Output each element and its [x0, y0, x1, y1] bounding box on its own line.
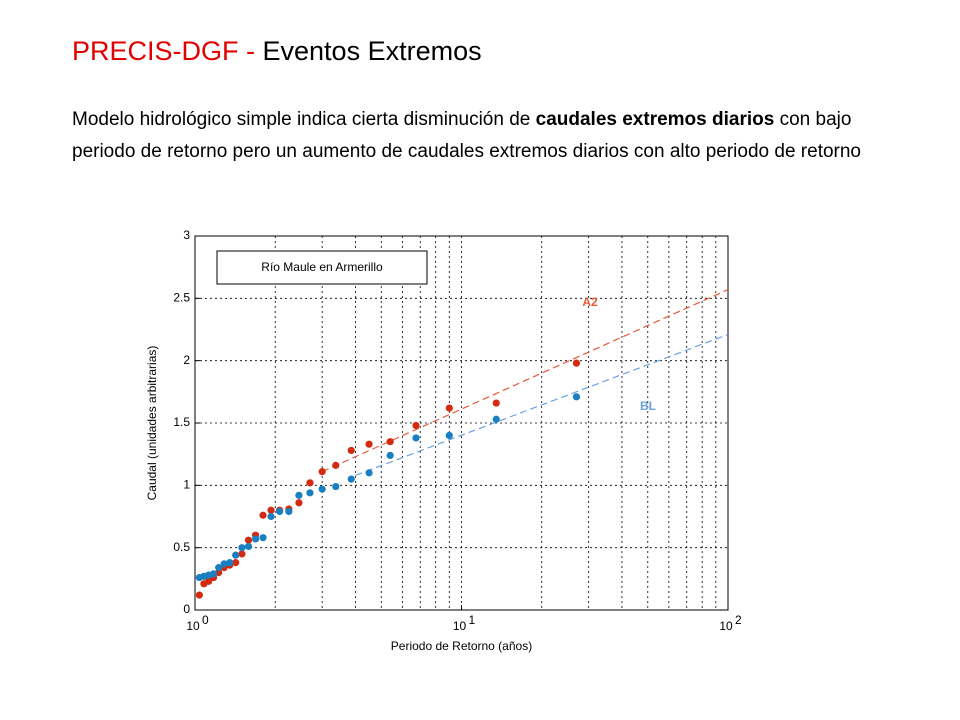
data-point — [445, 404, 453, 412]
data-point — [347, 475, 355, 483]
data-point — [332, 482, 340, 491]
data-point — [220, 560, 228, 568]
data-point — [306, 479, 314, 487]
fit-line — [321, 289, 729, 473]
data-point — [306, 489, 314, 497]
data-point — [238, 550, 246, 558]
slide-title: PRECIS-DGF - Eventos Extremos — [72, 36, 482, 67]
plot-frame — [194, 235, 729, 611]
x-tick-exponent: 2 — [735, 613, 742, 627]
series-label: A2 — [582, 295, 598, 309]
data-point — [244, 536, 253, 544]
title-part: Eventos Extremos — [262, 36, 482, 66]
data-point — [215, 564, 223, 572]
y-tick-label: 1.5 — [173, 415, 190, 429]
data-point — [318, 485, 326, 493]
x-tick-label: 10 — [719, 619, 733, 633]
body-text: caudales extremos diarios — [535, 109, 775, 130]
data-point — [267, 512, 275, 521]
data-point — [238, 544, 246, 552]
data-point — [295, 499, 303, 507]
data-point — [365, 440, 373, 448]
y-tick-label: 0.5 — [173, 540, 190, 554]
data-point — [332, 461, 340, 469]
series-label: BL — [640, 399, 656, 413]
data-point — [572, 359, 581, 367]
x-tick-label: 10 — [186, 619, 200, 633]
data-point — [386, 451, 394, 460]
data-point — [259, 534, 267, 542]
x-tick-exponent: 0 — [202, 613, 209, 627]
data-point — [445, 431, 453, 440]
y-tick-label: 3 — [183, 228, 190, 242]
data-point — [386, 438, 394, 446]
body-text: con bajo periodo de retorno pero un aume… — [72, 109, 862, 162]
data-point — [259, 511, 267, 519]
data-point — [412, 434, 420, 442]
data-point — [251, 535, 260, 543]
x-tick-exponent: 1 — [469, 613, 476, 627]
data-point — [572, 393, 581, 401]
data-point — [267, 506, 275, 514]
data-point — [200, 580, 208, 588]
data-point — [275, 507, 284, 516]
slide-body: Modelo hidrológico simple indica cierta … — [72, 104, 892, 168]
title-part: PRECIS-DGF - — [72, 36, 263, 66]
data-point — [295, 491, 303, 499]
data-point — [492, 399, 500, 407]
y-tick-label: 1 — [183, 478, 190, 492]
body-text: Modelo hidrológico simple indica cierta … — [72, 109, 536, 130]
annotation: Río Maule en Armerillo — [261, 260, 383, 274]
data-point — [232, 551, 240, 559]
x-axis-label: Periodo de Retorno (años) — [391, 639, 532, 653]
y-tick-label: 2 — [183, 353, 190, 367]
data-point — [244, 542, 253, 551]
y-tick-label: 0 — [183, 602, 190, 616]
data-point — [318, 468, 326, 476]
data-point — [195, 591, 203, 599]
data-point — [232, 559, 240, 567]
data-point — [492, 415, 500, 423]
y-axis-label: Caudal (unidades arbitrarias) — [145, 346, 159, 501]
annotation-box — [216, 250, 428, 285]
data-point — [365, 469, 373, 477]
fit-line — [355, 333, 729, 476]
data-point — [195, 573, 203, 582]
y-tick-label: 2.5 — [173, 291, 190, 305]
x-tick-label: 10 — [453, 619, 467, 633]
data-point — [226, 559, 234, 567]
data-point — [412, 421, 420, 430]
data-point — [347, 446, 355, 455]
data-point — [285, 507, 293, 516]
